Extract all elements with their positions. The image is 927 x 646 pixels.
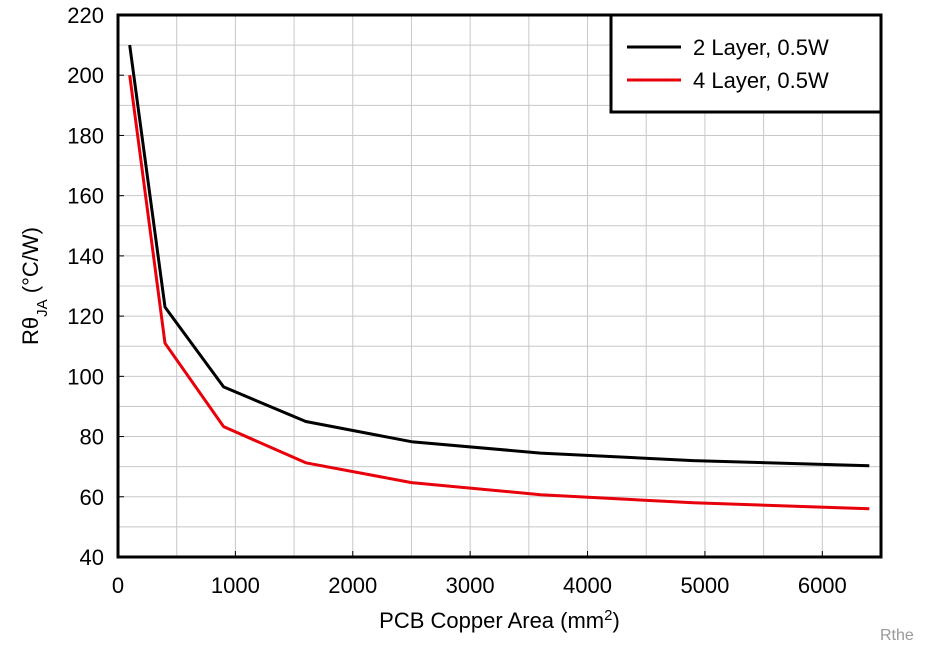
x-tick-label: 4000: [563, 573, 612, 598]
x-tick-label: 0: [112, 573, 124, 598]
x-axis-label: PCB Copper Area (mm2): [379, 607, 620, 634]
x-axis-label-tail: ): [612, 608, 619, 633]
x-axis-label-main: PCB Copper Area (mm: [379, 608, 604, 633]
y-tick-label: 200: [67, 63, 104, 88]
y-tick-label: 100: [67, 364, 104, 389]
legend-label-2: 4 Layer, 0.5W: [693, 68, 829, 93]
y-tick-label: 60: [80, 485, 104, 510]
figure-id-label: Rthe: [880, 627, 914, 644]
x-tick-label: 2000: [328, 573, 377, 598]
x-tick-label: 3000: [446, 573, 495, 598]
y-axis-label: RθJA (°C/W): [18, 227, 51, 345]
plot-frame: [116, 13, 883, 559]
legend-label-1: 2 Layer, 0.5W: [693, 35, 829, 60]
series-layer: [128, 44, 870, 511]
y-tick-label: 220: [67, 3, 104, 28]
y-tick-label: 40: [80, 545, 104, 570]
y-tick-label: 180: [67, 123, 104, 148]
y-tick-label: 160: [67, 184, 104, 209]
legend: 2 Layer, 0.5W 4 Layer, 0.5W: [609, 13, 883, 114]
x-axis-label-superscript: 2: [604, 607, 612, 624]
x-tick-labels: 0 1000 2000 3000 4000 5000 6000: [112, 551, 847, 598]
y-axis-label-subscript: JA: [34, 299, 51, 317]
series-line-1: [128, 44, 870, 468]
y-tick-label: 80: [80, 425, 104, 450]
y-tick-labels: 40 60 80 100 120 140 160 180 200 220: [67, 3, 124, 570]
y-axis-label-suffix: (°C/W): [18, 227, 43, 299]
y-tick-label: 120: [67, 304, 104, 329]
y-axis-label-prefix: Rθ: [18, 317, 43, 345]
y-tick-label: 140: [67, 244, 104, 269]
x-tick-label: 6000: [798, 573, 847, 598]
x-tick-label: 1000: [211, 573, 260, 598]
legend-box: [609, 13, 883, 114]
x-tick-label: 5000: [680, 573, 729, 598]
series-line-2: [128, 75, 870, 511]
